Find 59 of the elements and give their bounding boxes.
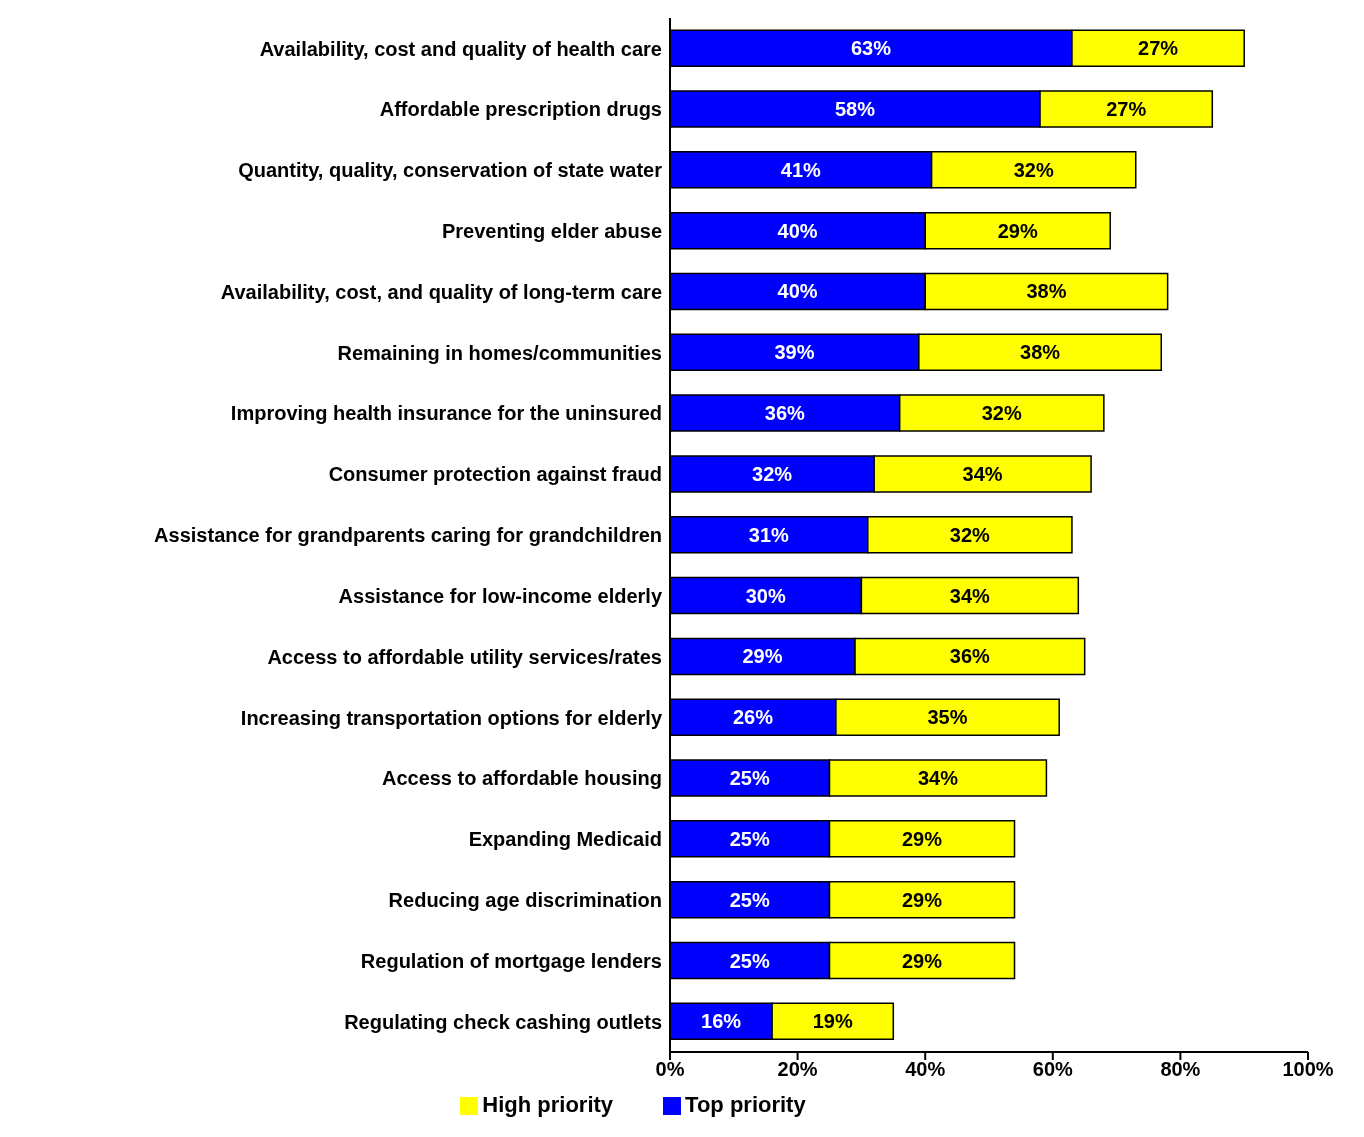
data-label: 63% — [850, 37, 892, 60]
y-tick-label: Assistance for low-income elderly — [338, 584, 663, 607]
data-label: 38% — [1026, 280, 1067, 303]
data-label: 25% — [729, 767, 770, 790]
data-label: 36% — [949, 645, 991, 668]
y-tick-label: Affordable prescription drugs — [379, 98, 662, 121]
legend-label: High priority — [482, 1092, 614, 1117]
data-label: 25% — [729, 827, 770, 850]
data-label: 29% — [901, 949, 943, 972]
legend-label: Top priority — [685, 1092, 806, 1117]
y-tick-label: Expanding Medicaid — [468, 828, 662, 851]
x-tick-label: 20% — [777, 1058, 818, 1081]
data-label: 39% — [774, 341, 815, 364]
y-tick-label: Consumer protection against fraud — [328, 463, 662, 486]
data-label: 40% — [777, 280, 818, 303]
x-tick-label: 0% — [655, 1058, 685, 1081]
data-label: 31% — [748, 523, 790, 546]
data-label: 30% — [745, 584, 786, 607]
y-tick-label: Remaining in homes/communities — [337, 341, 662, 364]
data-label: 29% — [997, 219, 1038, 242]
data-label: 16% — [701, 1010, 742, 1033]
y-tick-label: Availability, cost, and quality of long-term care — [220, 280, 662, 303]
y-tick-label: Access to affordable utility services/rates — [267, 645, 662, 668]
data-label: 27% — [1138, 37, 1179, 60]
data-label: 26% — [732, 706, 774, 729]
y-tick-label: Preventing elder abuse — [441, 219, 662, 242]
x-tick-label: 80% — [1160, 1058, 1201, 1081]
data-label: 32% — [1013, 158, 1054, 181]
y-tick-label: Regulating check cashing outlets — [344, 1010, 662, 1033]
data-label: 25% — [729, 949, 770, 972]
y-tick-label: Quantity, quality, conservation of state water — [238, 159, 663, 182]
data-label: 41% — [780, 158, 822, 181]
data-label: 34% — [962, 462, 1003, 485]
y-tick-label: Access to affordable housing — [381, 767, 662, 790]
data-label: 29% — [901, 888, 943, 911]
data-label: 36% — [764, 402, 806, 425]
data-label: 25% — [729, 888, 770, 911]
x-tick-label: 40% — [905, 1058, 946, 1081]
data-label: 40% — [777, 219, 818, 242]
y-tick-label: Availability, cost and quality of health care — [259, 37, 662, 60]
y-tick-label: Assistance for grandparents caring for grandchildren — [154, 524, 662, 547]
data-label: 32% — [752, 462, 793, 485]
data-label: 32% — [981, 402, 1022, 425]
data-label: 38% — [1020, 341, 1061, 364]
data-label: 32% — [949, 523, 991, 546]
x-tick-label: 100% — [1282, 1058, 1334, 1081]
y-tick-label: Regulation of mortgage lenders — [360, 949, 662, 972]
data-label: 34% — [949, 584, 991, 607]
data-label: 34% — [917, 767, 959, 790]
data-label: 27% — [1106, 97, 1147, 120]
data-label: 19% — [812, 1010, 853, 1033]
x-tick-label: 60% — [1032, 1058, 1074, 1081]
y-tick-label: Improving health insurance for the uninsured — [230, 402, 662, 425]
data-label: 35% — [927, 706, 968, 729]
data-label: 29% — [901, 827, 943, 850]
data-label: 58% — [835, 97, 876, 120]
y-tick-label: Reducing age discrimination — [388, 889, 662, 912]
data-label: 29% — [742, 645, 783, 668]
y-tick-label: Increasing transportation options for elderly — [240, 706, 663, 729]
